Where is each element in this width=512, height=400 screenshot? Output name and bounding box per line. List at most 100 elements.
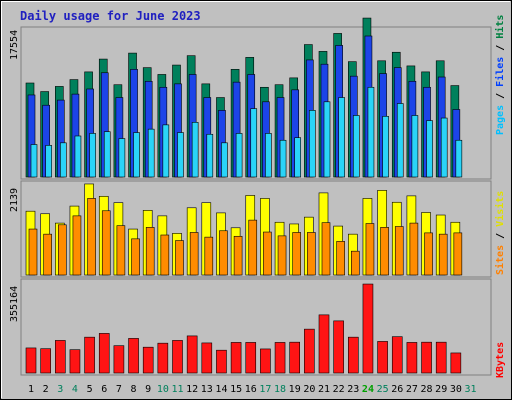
bar-pages-day-9 [147, 128, 155, 178]
bar-sites-day-24 [365, 223, 375, 276]
bar-pages-day-13 [206, 133, 214, 178]
legend-separator: / [495, 87, 506, 105]
bar-pages-day-3 [59, 142, 67, 178]
day-label-22: 22 [333, 384, 345, 395]
bar-kbytes-day-20 [304, 328, 315, 374]
bar-pages-day-24 [367, 86, 375, 178]
bar-kbytes-day-3 [54, 340, 66, 374]
bar-sites-day-19 [292, 232, 302, 276]
bar-pages-day-10 [162, 124, 170, 178]
bar-kbytes-day-13 [201, 342, 213, 374]
bar-sites-day-2 [43, 233, 52, 276]
bar-sites-day-15 [233, 235, 243, 276]
day-label-23: 23 [347, 384, 359, 395]
bar-pages-day-16 [250, 108, 258, 178]
legend-separator: / [495, 39, 506, 57]
bar-sites-day-27 [409, 222, 419, 276]
day-label-6: 6 [101, 384, 107, 395]
panel-visits-sites-max-label: 2139 [9, 188, 20, 212]
bar-sites-day-3 [57, 224, 67, 276]
bar-sites-day-6 [101, 210, 111, 276]
day-label-24: 24 [362, 384, 374, 395]
day-label-2: 2 [43, 384, 49, 395]
bar-kbytes-day-23 [347, 336, 359, 374]
legend-hits: Hits [494, 15, 506, 39]
day-label-31: 31 [464, 384, 476, 395]
bar-kbytes-day-26 [391, 336, 403, 374]
day-label-15: 15 [230, 384, 242, 395]
bar-sites-day-11 [175, 240, 184, 276]
bar-pages-day-30 [455, 139, 463, 178]
bar-kbytes-day-10 [157, 342, 169, 374]
bar-pages-day-17 [265, 133, 272, 178]
bar-sites-day-22 [336, 241, 345, 276]
day-label-12: 12 [186, 384, 198, 395]
bar-sites-day-12 [189, 232, 199, 276]
bar-sites-day-29 [438, 233, 448, 276]
bar-pages-day-27 [411, 115, 419, 178]
bar-kbytes-day-21 [318, 314, 330, 374]
bar-sites-day-16 [248, 219, 258, 276]
bar-pages-day-5 [89, 133, 96, 178]
bar-pages-day-6 [103, 131, 111, 178]
panel-kbytes-max-label: 355164 [9, 286, 20, 322]
bar-sites-day-23 [350, 250, 360, 276]
bar-kbytes-day-8 [128, 338, 139, 374]
legend-separator: / [495, 227, 506, 245]
panel-hits-files-pages-max-label: 17554 [9, 30, 20, 60]
day-label-29: 29 [435, 384, 447, 395]
bar-sites-day-5 [87, 198, 96, 276]
chart-title: Daily usage for June 2023 [20, 9, 201, 23]
bar-kbytes-day-6 [98, 333, 110, 374]
day-label-1: 1 [28, 384, 34, 395]
bar-kbytes-day-22 [333, 320, 344, 374]
legend-sites: Sites [494, 245, 506, 275]
bar-kbytes-day-2 [40, 348, 51, 374]
panel-hits-files-pages-legend: Pages / Files / Hits [494, 15, 506, 135]
bar-kbytes-day-30 [450, 352, 462, 374]
day-label-25: 25 [377, 384, 389, 395]
day-label-17: 17 [259, 384, 271, 395]
bar-pages-day-1 [30, 144, 38, 178]
bar-kbytes-day-7 [113, 345, 125, 374]
day-label-9: 9 [145, 384, 151, 395]
day-label-10: 10 [157, 384, 169, 395]
bar-sites-day-7 [116, 225, 126, 276]
bar-sites-day-14 [219, 230, 228, 276]
bar-sites-day-1 [28, 228, 38, 276]
bar-sites-day-25 [380, 227, 389, 276]
bar-kbytes-day-18 [274, 342, 286, 374]
bar-kbytes-day-19 [289, 341, 301, 374]
day-label-14: 14 [215, 384, 227, 395]
bar-pages-day-14 [221, 142, 228, 178]
day-label-4: 4 [72, 384, 78, 395]
bar-pages-day-28 [426, 120, 433, 178]
bar-pages-day-25 [382, 116, 389, 178]
bar-pages-day-7 [118, 138, 126, 178]
bar-kbytes-day-17 [260, 348, 271, 374]
bar-pages-day-2 [45, 145, 52, 178]
bar-sites-day-9 [145, 227, 155, 276]
day-label-11: 11 [171, 384, 183, 395]
day-labels: 1 2 3 4 5 6 7 8 9 10 11 12 13 14 15 16 17 18 19 20 21 22 23 24 2… [28, 384, 477, 395]
bar-kbytes-day-24 [362, 283, 374, 374]
bar-pages-day-18 [279, 139, 287, 178]
bar-kbytes-day-15 [230, 342, 242, 374]
bar-kbytes-day-16 [245, 342, 257, 374]
bar-pages-day-11 [177, 132, 184, 178]
bar-pages-day-12 [191, 122, 199, 178]
bar-pages-day-26 [396, 103, 404, 178]
bar-kbytes-day-5 [84, 336, 95, 374]
legend-visits: Visits [494, 191, 506, 227]
bar-kbytes-day-29 [435, 341, 447, 374]
bar-kbytes-day-4 [69, 349, 81, 374]
bar-pages-day-29 [440, 117, 448, 178]
bar-kbytes-day-27 [406, 342, 418, 374]
bar-pages-day-8 [133, 132, 140, 178]
legend-files: Files [494, 57, 506, 87]
bar-pages-day-23 [352, 115, 360, 178]
panel-kbytes-legend: KBytes [495, 342, 506, 378]
bar-sites-day-4 [72, 215, 82, 276]
bar-sites-day-21 [321, 222, 331, 276]
